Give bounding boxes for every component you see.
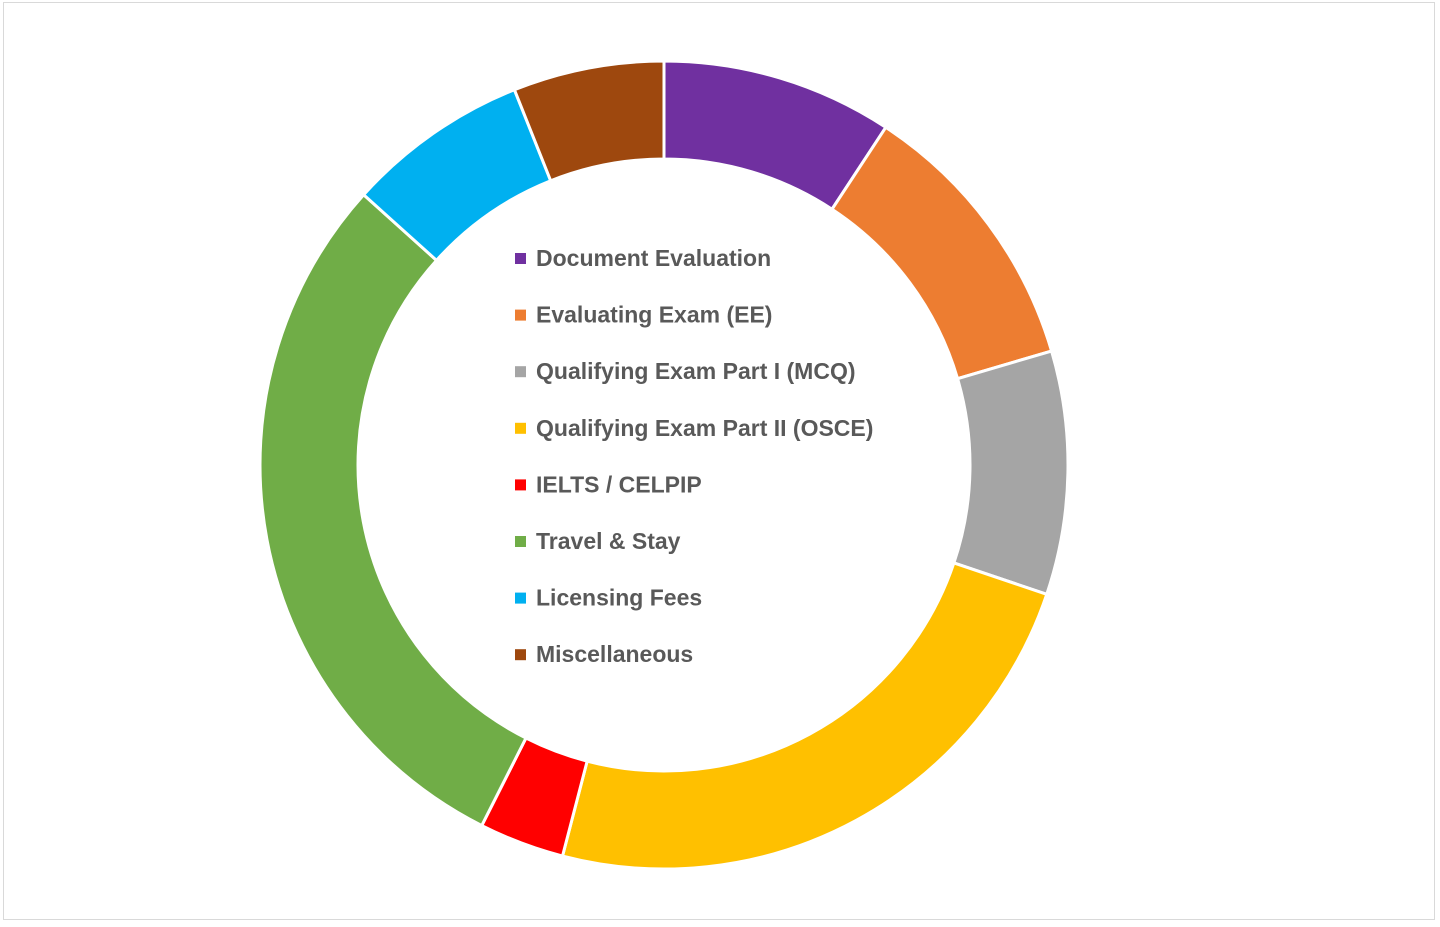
legend-label: Miscellaneous (536, 641, 693, 667)
legend-item-qualifying-exam-part-i-mcq: Qualifying Exam Part I (MCQ) (515, 358, 856, 384)
legend-swatch (515, 479, 526, 491)
legend-label: Qualifying Exam Part II (OSCE) (536, 415, 873, 441)
slice-qualifying-exam-part-ii-osce (560, 561, 1049, 871)
legend-label: Evaluating Exam (EE) (536, 302, 772, 328)
slice-qualifying-exam-part-i-mcq (952, 349, 1070, 597)
legend-item-travel-stay: Travel & Stay (515, 528, 681, 554)
legend-item-ielts-celpip: IELTS / CELPIP (515, 471, 702, 497)
legend-item-miscellaneous: Miscellaneous (515, 641, 693, 667)
legend-item-document-evaluation: Document Evaluation (515, 245, 771, 271)
legend-swatch (515, 253, 526, 264)
donut-slices (258, 59, 1070, 871)
legend-swatch (515, 366, 526, 378)
legend-swatch (515, 309, 526, 321)
legend-label: IELTS / CELPIP (536, 471, 702, 497)
legend-item-evaluating-exam-ee: Evaluating Exam (EE) (515, 302, 772, 328)
legend-label: Document Evaluation (536, 245, 771, 271)
legend-swatch (515, 592, 526, 604)
legend-label: Licensing Fees (536, 585, 702, 611)
legend-label: Qualifying Exam Part I (MCQ) (536, 358, 856, 384)
legend-swatch (515, 422, 526, 434)
legend-swatch (515, 536, 526, 547)
legend: Document Evaluation Evaluating Exam (EE) Q… (515, 245, 873, 667)
legend-item-qualifying-exam-part-ii-osce: Qualifying Exam Part II (OSCE) (515, 415, 873, 441)
slice-evaluating-exam-ee (829, 125, 1054, 381)
legend-swatch (515, 649, 526, 661)
legend-label: Travel & Stay (536, 528, 681, 554)
legend-item-licensing-fees: Licensing Fees (515, 585, 702, 611)
slice-travel-stay (258, 192, 528, 828)
slice-miscellaneous (512, 59, 666, 183)
